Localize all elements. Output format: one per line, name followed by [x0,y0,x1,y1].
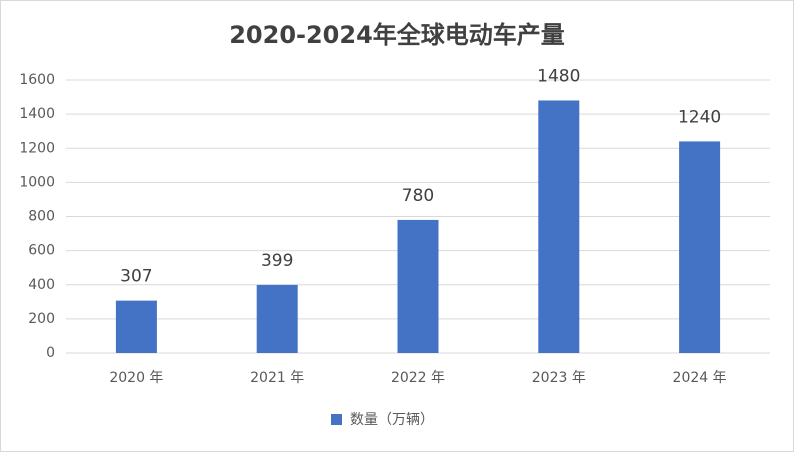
y-tick-label: 600 [28,243,55,259]
legend-label: 数量（万辆） [350,412,434,428]
y-tick-label: 800 [28,209,55,225]
x-tick-label: 2020 年 [109,370,163,386]
x-tick-label: 2022 年 [391,370,445,386]
y-tick-label: 1400 [19,106,55,122]
bar [679,141,721,353]
y-tick-label: 400 [28,277,55,293]
y-tick-label: 200 [28,311,55,327]
data-label: 399 [261,251,293,271]
bar [256,284,298,353]
y-tick-label: 0 [46,345,55,361]
data-label: 307 [120,267,152,287]
bar [397,219,439,353]
data-label: 1240 [678,107,721,127]
y-tick-label: 1600 [19,72,55,88]
data-label: 780 [402,186,434,206]
legend-swatch [331,414,342,425]
y-tick-label: 1000 [19,174,55,190]
chart-title: 2020-2024年全球电动车产量 [229,21,565,49]
x-tick-label: 2024 年 [673,370,727,386]
y-tick-label: 1200 [19,140,55,156]
data-label: 1480 [537,66,580,86]
x-tick-label: 2021 年 [250,370,304,386]
bar [115,300,157,353]
x-tick-label: 2023 年 [532,370,586,386]
bar [538,100,580,353]
